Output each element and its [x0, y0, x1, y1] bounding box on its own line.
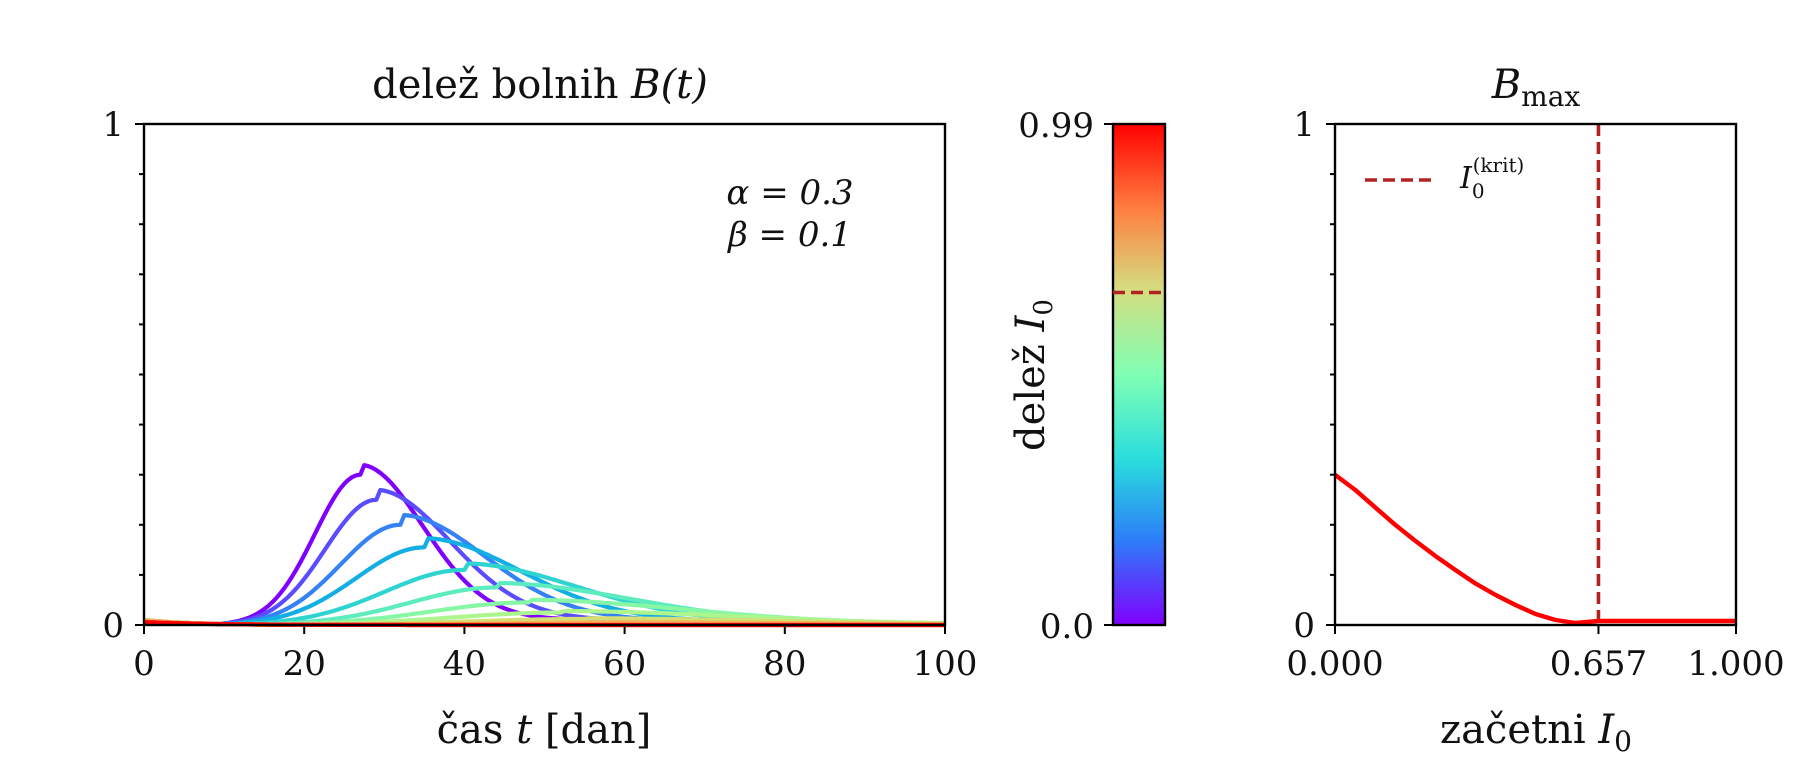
x-tick-label-0: 0	[133, 644, 155, 684]
right-ticks: 0.000 0.657 1.000 0 1	[1286, 105, 1784, 684]
panel-colorbar: 0.99 0.0 delež I0	[1008, 106, 1167, 647]
right-x-tick-label-1: 0.657	[1550, 644, 1647, 684]
right-plot	[1333, 124, 1736, 626]
left-title: delež bolnih B(t)	[372, 62, 708, 108]
legend-critical-label: I0(krit)	[1459, 153, 1524, 203]
left-curves	[143, 463, 946, 628]
left-xlabel: čas t [dan]	[437, 707, 652, 753]
right-x-tick-label-0: 0.000	[1286, 644, 1383, 684]
x-tick-label-5: 100	[913, 644, 978, 684]
annotation-beta: β = 0.1	[726, 215, 852, 255]
series-line-1	[143, 487, 945, 626]
x-tick-label-2: 40	[443, 644, 486, 684]
right-y-tick-label-1: 1	[1293, 105, 1315, 145]
panel-bmax: Bmax 0.000 0.657 1.000 0 1 I0(krit) začetni …	[1286, 62, 1784, 758]
right-axes-frame	[1333, 122, 1738, 627]
colorbar-frame	[1111, 122, 1167, 627]
right-xlabel: začetni I0	[1440, 707, 1632, 758]
colorbar-label: delež I0	[1008, 299, 1059, 451]
colorbar-fill	[1113, 124, 1165, 625]
y-tick-label-1: 1	[102, 105, 124, 145]
right-title: Bmax	[1491, 62, 1581, 113]
colorbar-tick-label-top: 0.99	[1018, 106, 1094, 146]
x-tick-label-4: 80	[763, 644, 806, 684]
annotation-alpha: α = 0.3	[726, 173, 853, 213]
left-ticks: 0 20 40 60 80 100 0 1	[102, 105, 977, 684]
right-x-tick-label-2: 1.000	[1687, 644, 1784, 684]
colorbar-tick-label-bottom: 0.0	[1040, 607, 1094, 647]
right-legend: I0(krit)	[1365, 153, 1524, 203]
y-tick-label-0: 0	[102, 606, 124, 646]
panel-infected-fraction: delež bolnih B(t) 0 20 40 60 80 100 0 1 α = 0.3…	[102, 62, 977, 753]
right-y-tick-label-0: 0	[1293, 606, 1315, 646]
x-tick-label-1: 20	[283, 644, 326, 684]
bmax-line-0	[1333, 472, 1736, 626]
x-tick-label-3: 60	[603, 644, 646, 684]
